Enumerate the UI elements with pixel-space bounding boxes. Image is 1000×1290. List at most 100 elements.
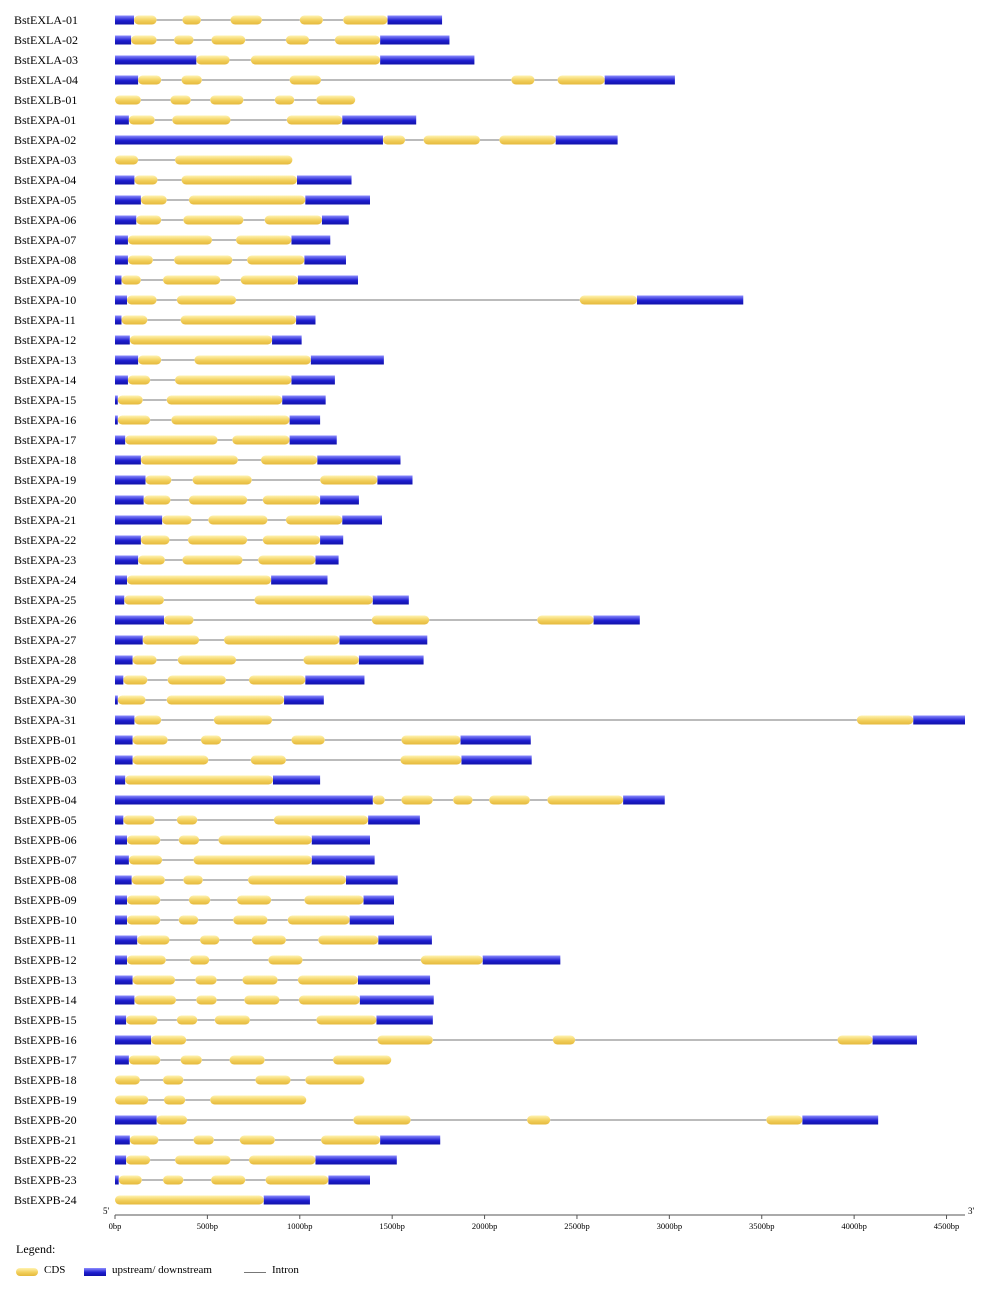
utr-segment [115, 1175, 119, 1185]
cds-exon [299, 15, 323, 25]
three-prime-label: 3' [968, 1206, 975, 1216]
gene-row: BstEXPA-30 [14, 693, 324, 707]
cds-exon [140, 195, 167, 205]
cds-exon [298, 995, 360, 1005]
gene-row: BstEXPB-15 [14, 1013, 433, 1027]
gene-label: BstEXPB-07 [14, 853, 77, 867]
cds-exon [127, 895, 161, 905]
utr-segment [363, 895, 395, 905]
gene-row: BstEXPA-08 [14, 253, 346, 267]
cds-exon [174, 255, 233, 265]
cds-exon [285, 515, 343, 525]
gene-row: BstEXPA-04 [14, 173, 352, 187]
legend-title: Legend: [16, 1242, 56, 1256]
utr-segment [263, 1195, 310, 1205]
utr-segment [913, 715, 965, 725]
utr-segment [372, 595, 409, 605]
cds-exon [286, 115, 343, 125]
cds-exon [167, 675, 226, 685]
cds-exon [132, 755, 209, 765]
gene-row: BstEXPA-15 [14, 393, 326, 407]
gene-label: BstEXPB-18 [14, 1073, 77, 1087]
cds-exon [856, 715, 914, 725]
gene-row: BstEXPA-31 [14, 713, 965, 727]
gene-label: BstEXPA-18 [14, 453, 76, 467]
cds-exon [242, 975, 278, 985]
gene-row: BstEXPA-21 [14, 513, 383, 527]
utr-segment [115, 975, 133, 985]
utr-segment [115, 235, 128, 245]
cds-exon [303, 655, 359, 665]
gene-label: BstEXPB-17 [14, 1053, 77, 1067]
gene-row: BstEXPB-09 [14, 893, 395, 907]
gene-row: BstEXPA-14 [14, 373, 335, 387]
x-tick-label: 4000bp [841, 1221, 867, 1231]
cds-exon [156, 1115, 188, 1125]
utr-segment [377, 475, 413, 485]
cds-exon [134, 175, 158, 185]
cds-exon [163, 1075, 184, 1085]
gene-label: BstEXPA-11 [14, 313, 76, 327]
cds-exon [127, 955, 166, 965]
cds-exon [115, 95, 141, 105]
cds-exon [291, 735, 325, 745]
gene-row: BstEXPA-26 [14, 613, 640, 627]
gene-label: BstEXPB-05 [14, 813, 77, 827]
cds-exon [182, 15, 201, 25]
gene-row: BstEXPA-06 [14, 213, 349, 227]
gene-label: BstEXPA-20 [14, 493, 76, 507]
utr-segment [304, 255, 346, 265]
cds-exon [117, 415, 151, 425]
gene-label: BstEXLA-04 [14, 73, 78, 87]
cds-exon [210, 1095, 307, 1105]
utr-segment [289, 415, 321, 425]
utr-segment [115, 735, 133, 745]
utr-segment [115, 255, 128, 265]
utr-segment [311, 835, 370, 845]
utr-segment [115, 915, 128, 925]
gene-label: BstEXPA-19 [14, 473, 76, 487]
cds-exon [211, 1175, 246, 1185]
cds-exon [200, 735, 222, 745]
x-tick-label: 1000bp [287, 1221, 313, 1231]
cds-exon [320, 475, 378, 485]
cds-exon [264, 215, 322, 225]
cds-exon [250, 55, 381, 65]
utr-segment [115, 295, 128, 305]
cds-exon [321, 1135, 381, 1145]
utr-segment [305, 195, 370, 205]
gene-row: BstEXPA-20 [14, 493, 359, 507]
utr-segment [272, 335, 302, 345]
utr-segment [623, 795, 665, 805]
cds-exon [304, 895, 364, 905]
gene-row: BstEXPB-13 [14, 973, 431, 987]
utr-segment [345, 875, 398, 885]
legend-label-cds: CDS [44, 1264, 66, 1276]
gene-structure-diagram: BstEXLA-01 BstEXLA-02 BstEXLA-03 BstEXLA-04… [14, 13, 975, 1231]
cds-exon [192, 475, 252, 485]
cds-exon [163, 1095, 186, 1105]
gene-row: BstEXPA-09 [14, 273, 358, 287]
cds-exon [248, 1155, 316, 1165]
gene-label: BstEXLA-01 [14, 13, 78, 27]
utr-segment [115, 955, 128, 965]
utr-segment [482, 955, 561, 965]
gene-row: BstEXPA-22 [14, 533, 344, 547]
cds-exon [127, 295, 157, 305]
utr-segment [317, 455, 401, 465]
cds-exon [176, 295, 237, 305]
cds-exon [318, 935, 379, 945]
cds-exon [188, 895, 211, 905]
cds-exon [244, 995, 280, 1005]
gene-label: BstEXPA-26 [14, 613, 76, 627]
cds-exon [274, 95, 295, 105]
utr-segment [115, 75, 139, 85]
gene-row: BstEXPB-03 [14, 773, 321, 787]
cds-exon [132, 975, 176, 985]
cds-exon [305, 1075, 365, 1085]
utr-segment [359, 995, 434, 1005]
gene-label: BstEXPA-25 [14, 593, 76, 607]
cds-exon [175, 1155, 231, 1165]
gene-row: BstEXPB-12 [14, 953, 561, 967]
cds-exon [176, 815, 198, 825]
